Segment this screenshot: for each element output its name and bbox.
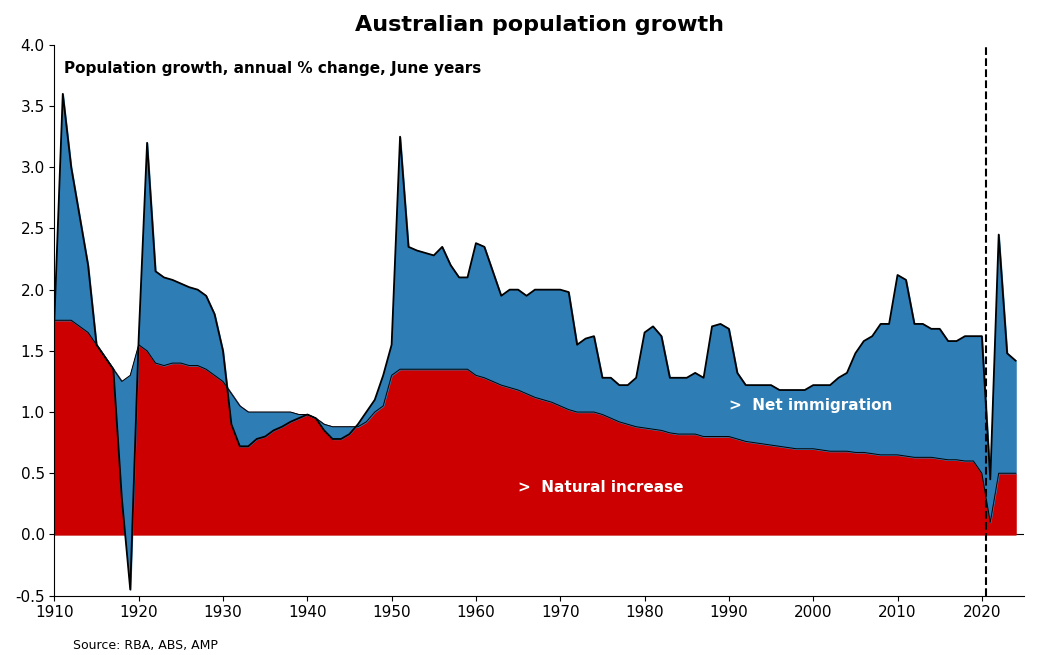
- Text: Population growth, annual % change, June years: Population growth, annual % change, June…: [64, 62, 481, 77]
- Text: >  Net immigration: > Net immigration: [729, 398, 893, 413]
- Text: Source: RBA, ABS, AMP: Source: RBA, ABS, AMP: [73, 639, 217, 652]
- Title: Australian population growth: Australian population growth: [354, 15, 724, 35]
- Text: >  Natural increase: > Natural increase: [518, 480, 684, 495]
